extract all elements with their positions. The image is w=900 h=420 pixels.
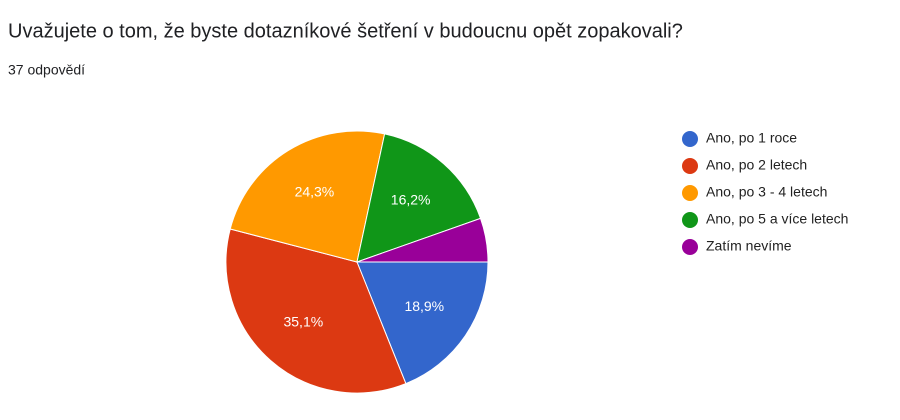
legend-swatch (682, 239, 698, 255)
chart-title: Uvažujete o tom, že byste dotazníkové še… (8, 20, 683, 42)
legend-label: Ano, po 5 a více letech (706, 211, 848, 227)
slice-label: 24,3% (295, 184, 335, 200)
legend-label: Ano, po 2 letech (706, 157, 807, 173)
legend-label: Ano, po 1 roce (706, 130, 797, 146)
pie-slice (356, 261, 489, 385)
legend-label: Ano, po 3 - 4 letech (706, 184, 827, 200)
slice-label: 35,1% (283, 314, 323, 330)
chart-subtitle: 37 odpovědí (8, 62, 85, 78)
pie-slice (356, 133, 482, 263)
legend-swatch (682, 212, 698, 228)
legend-label: Zatím nevíme (706, 238, 792, 254)
legend-swatch (682, 131, 698, 147)
pie-slice (225, 228, 407, 394)
legend-swatch (682, 185, 698, 201)
pie-slice (229, 130, 386, 263)
pie-slice (356, 217, 489, 263)
slice-label: 16,2% (391, 192, 431, 208)
slice-label: 18,9% (404, 298, 444, 314)
legend-swatch (682, 158, 698, 174)
